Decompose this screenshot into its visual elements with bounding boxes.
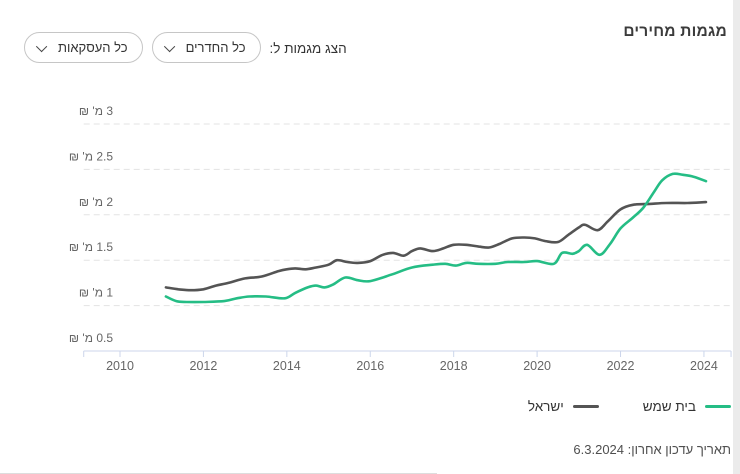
svg-text:2010: 2010 (106, 359, 134, 373)
legend-item-israel[interactable]: ישראל (528, 399, 599, 414)
chart-legend: בית שמש ישראל (528, 399, 731, 414)
trend-chart-svg: 0.5 מ' ₪ 1 מ' ₪ 1.5 מ' ₪ 2 מ' ₪ 2.5 מ' ₪ 3 מ'… (69, 104, 732, 373)
chevron-down-icon (35, 40, 48, 52)
trend-filter-controls: הצג מגמות ל: כל החדרים כל העסקאות (24, 32, 347, 63)
svg-text:2018: 2018 (440, 359, 468, 373)
series-swatch-beit-shemesh (705, 405, 731, 408)
svg-text:2022: 2022 (607, 359, 635, 373)
svg-text:2.5 מ' ₪: 2.5 מ' ₪ (69, 149, 113, 163)
price-trends-chart: 0.5 מ' ₪ 1 מ' ₪ 1.5 מ' ₪ 2 מ' ₪ 2.5 מ' ₪ 3 מ'… (0, 95, 740, 385)
deals-filter-dropdown[interactable]: כל העסקאות (24, 32, 143, 63)
series-swatch-israel (572, 405, 599, 408)
legend-item-beit-shemesh[interactable]: בית שמש (643, 399, 731, 414)
deals-filter-value: כל העסקאות (58, 40, 128, 55)
svg-text:1.5 מ' ₪: 1.5 מ' ₪ (69, 240, 113, 254)
legend-label-israel: ישראל (527, 399, 564, 414)
svg-text:2012: 2012 (190, 359, 218, 373)
chevron-down-icon (163, 40, 175, 52)
svg-text:2014: 2014 (273, 359, 301, 373)
last-update-date: תאריך עדכון אחרון: 6.3.2024 (573, 442, 731, 457)
svg-text:3 מ' ₪: 3 מ' ₪ (79, 104, 113, 118)
svg-text:2016: 2016 (356, 359, 384, 373)
svg-text:2 מ' ₪: 2 מ' ₪ (79, 195, 113, 209)
svg-text:1 מ' ₪: 1 מ' ₪ (79, 286, 113, 300)
show-trends-for-label: הצג מגמות ל: (269, 40, 347, 56)
rooms-filter-dropdown[interactable]: כל החדרים (151, 32, 261, 63)
svg-text:2024: 2024 (690, 359, 718, 373)
page-title: מגמות מחירים (623, 23, 727, 40)
svg-text:0.5 מ' ₪: 0.5 מ' ₪ (69, 331, 113, 345)
legend-label-beit-shemesh: בית שמש (642, 399, 696, 414)
svg-text:2020: 2020 (523, 359, 551, 373)
rooms-filter-value: כל החדרים (185, 40, 246, 55)
vertical-scrollbar[interactable] (733, 0, 740, 474)
